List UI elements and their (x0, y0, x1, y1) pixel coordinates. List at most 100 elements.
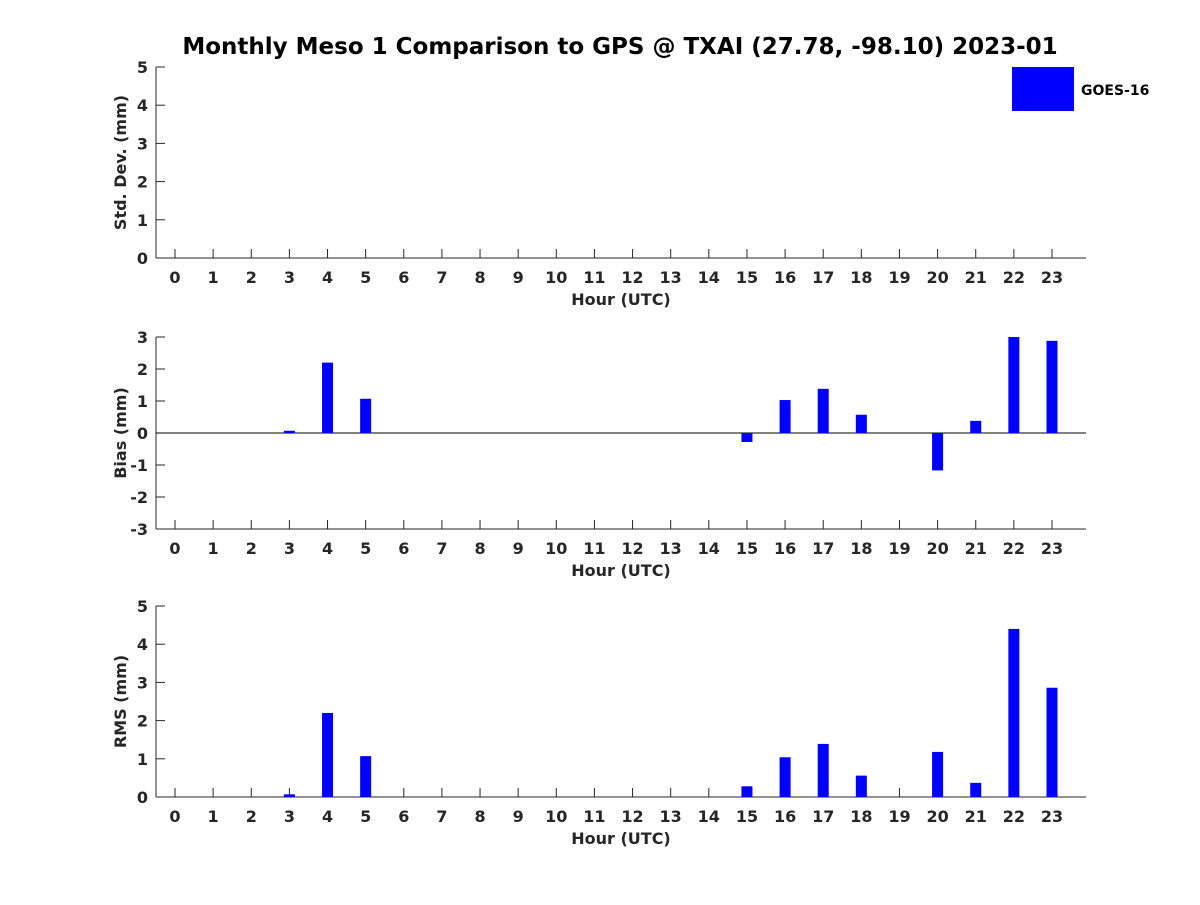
std-dev-x-tick-label: 2 (246, 268, 257, 287)
rms-bar-hour-23 (1046, 687, 1058, 797)
bias-x-tick-label: 0 (169, 539, 180, 558)
rms-y-tick-label: 3 (137, 673, 148, 692)
std-dev-y-tick-label: 0 (137, 249, 148, 268)
bias-x-tick-label: 7 (436, 539, 447, 558)
legend-label: GOES-16 (1081, 83, 1149, 99)
bias-y-tick-label: 1 (137, 392, 148, 411)
rms-x-tick-label: 16 (774, 807, 796, 826)
bias-x-axis-label: Hour (UTC) (571, 561, 671, 580)
rms-x-axis-label: Hour (UTC) (571, 829, 671, 848)
rms-x-tick-label: 10 (545, 807, 567, 826)
bias-bar-hour-20 (932, 433, 944, 471)
rms-y-tick-label: 1 (137, 750, 148, 769)
std-dev-x-tick-label: 22 (1003, 268, 1025, 287)
rms-x-tick-label: 5 (360, 807, 371, 826)
rms-x-tick-label: 0 (169, 807, 180, 826)
bias-x-tick-label: 21 (965, 539, 987, 558)
bias-y-tick-label: 2 (137, 360, 148, 379)
rms-x-tick-label: 6 (398, 807, 409, 826)
bias-y-tick-label: 3 (137, 328, 148, 347)
std-dev-x-tick-label: 9 (513, 268, 524, 287)
bias-x-tick-label: 1 (208, 539, 219, 558)
std-dev-x-tick-label: 0 (169, 268, 180, 287)
bias-bar-hour-22 (1008, 337, 1020, 433)
bias-y-tick-label: -1 (130, 456, 148, 475)
rms-x-tick-label: 1 (208, 807, 219, 826)
std-dev-x-tick-label: 12 (621, 268, 643, 287)
std-dev-x-axis-label: Hour (UTC) (571, 290, 671, 309)
bias-bar-hour-5 (360, 398, 372, 433)
std-dev-y-axis-label: Std. Dev. (mm) (111, 95, 130, 230)
bias-x-tick-label: 4 (322, 539, 333, 558)
legend: GOES-16 (1012, 67, 1149, 111)
bias-bar-hour-4 (322, 362, 334, 433)
rms-x-tick-label: 11 (583, 807, 605, 826)
std-dev-x-tick-label: 6 (398, 268, 409, 287)
bias-bar-hour-23 (1046, 340, 1058, 433)
std-dev-x-tick-label: 5 (360, 268, 371, 287)
bias-bar-hour-17 (817, 388, 829, 433)
rms-bar-hour-15 (741, 786, 753, 797)
rms-bar-hour-20 (932, 751, 944, 797)
bias-bar-hour-21 (970, 420, 982, 433)
rms-x-tick-label: 17 (812, 807, 834, 826)
std-dev-y-tick-label: 4 (137, 96, 148, 115)
rms-x-tick-label: 9 (513, 807, 524, 826)
std-dev-x-tick-label: 14 (698, 268, 720, 287)
legend-swatch (1012, 67, 1074, 111)
bias-y-tick-label: 0 (137, 424, 148, 443)
rms-bar-hour-3 (283, 794, 295, 797)
rms-bar-hour-18 (855, 775, 867, 797)
rms-y-tick-label: 5 (137, 597, 148, 616)
rms-x-tick-label: 8 (474, 807, 485, 826)
rms-x-tick-label: 13 (660, 807, 682, 826)
bias-x-tick-label: 12 (621, 539, 643, 558)
bias-bar-hour-16 (779, 400, 791, 433)
std-dev-x-tick-label: 7 (436, 268, 447, 287)
rms-y-tick-label: 2 (137, 712, 148, 731)
rms-bar-hour-4 (322, 712, 334, 797)
rms-x-tick-label: 14 (698, 807, 720, 826)
std-dev-x-tick-label: 15 (736, 268, 758, 287)
bias-x-tick-label: 3 (284, 539, 295, 558)
std-dev-y-tick-label: 3 (137, 134, 148, 153)
rms-x-tick-label: 15 (736, 807, 758, 826)
rms-y-axis-label: RMS (mm) (111, 655, 130, 748)
std-dev-x-tick-label: 19 (888, 268, 910, 287)
bias-y-tick-label: -3 (130, 520, 148, 539)
rms-x-tick-label: 19 (888, 807, 910, 826)
bias-y-tick-label: -2 (130, 488, 148, 507)
rms-x-tick-label: 23 (1041, 807, 1063, 826)
chart-title: Monthly Meso 1 Comparison to GPS @ TXAI … (182, 34, 1057, 60)
rms-x-tick-label: 7 (436, 807, 447, 826)
rms-x-tick-label: 2 (246, 807, 257, 826)
bias-x-tick-label: 16 (774, 539, 796, 558)
bias-x-tick-label: 8 (474, 539, 485, 558)
rms-x-tick-label: 3 (284, 807, 295, 826)
std-dev-x-tick-label: 4 (322, 268, 333, 287)
std-dev-x-tick-label: 13 (660, 268, 682, 287)
bias-y-axis-label: Bias (mm) (111, 387, 130, 479)
bias-x-tick-label: 6 (398, 539, 409, 558)
rms-x-tick-label: 4 (322, 807, 333, 826)
rms-bar-hour-22 (1008, 628, 1020, 797)
std-dev-y-tick-label: 2 (137, 173, 148, 192)
rms-y-tick-label: 4 (137, 635, 148, 654)
bias-x-tick-label: 20 (926, 539, 948, 558)
rms-x-tick-label: 21 (965, 807, 987, 826)
rms-bar-hour-17 (817, 743, 829, 797)
bias-x-tick-label: 17 (812, 539, 834, 558)
bias-x-tick-label: 11 (583, 539, 605, 558)
rms-y-tick-label: 0 (137, 788, 148, 807)
bias-bar-hour-15 (741, 433, 753, 442)
bias-x-tick-label: 14 (698, 539, 720, 558)
bias-x-tick-label: 9 (513, 539, 524, 558)
rms-x-tick-label: 22 (1003, 807, 1025, 826)
std-dev-y-tick-label: 5 (137, 58, 148, 77)
rms-x-tick-label: 20 (926, 807, 948, 826)
